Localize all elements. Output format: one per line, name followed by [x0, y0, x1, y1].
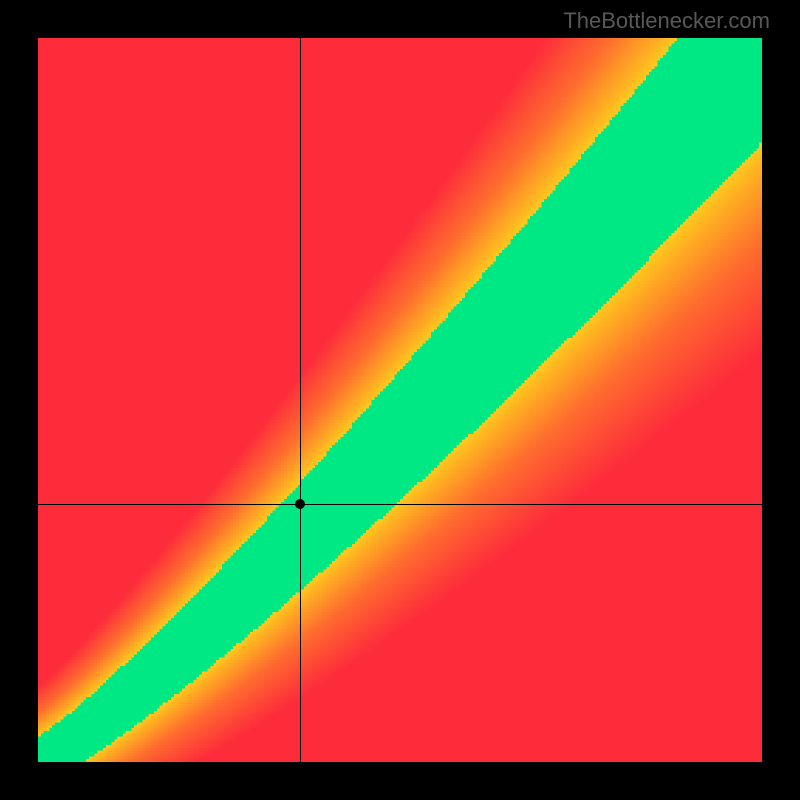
watermark-text: TheBottlenecker.com: [563, 8, 770, 34]
heatmap-canvas: [38, 38, 762, 762]
crosshair-horizontal: [38, 504, 762, 505]
crosshair-vertical: [300, 38, 301, 762]
bottleneck-heatmap: [38, 38, 762, 762]
marker-dot: [295, 499, 305, 509]
